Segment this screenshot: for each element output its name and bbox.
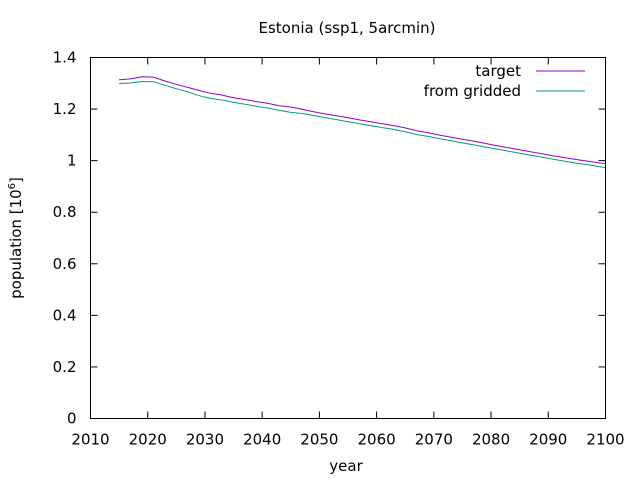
x-tick-label: 2100 <box>586 431 624 449</box>
y-tick-label: 0.6 <box>53 255 77 273</box>
plot-frame <box>90 57 606 419</box>
x-tick-label: 2010 <box>71 431 109 449</box>
legend: target from gridded <box>424 62 585 100</box>
series-line-1 <box>119 80 606 169</box>
series-line-0 <box>119 76 606 164</box>
x-axis-label: year <box>329 457 363 475</box>
y-tick-label: 1.2 <box>53 100 77 118</box>
y-tick-label: 1.4 <box>53 49 77 67</box>
x-tick-label: 2040 <box>243 431 281 449</box>
x-tick-label: 2060 <box>358 431 396 449</box>
chart-title: Estonia (ssp1, 5arcmin) <box>258 19 435 37</box>
y-tick-label: 0 <box>67 410 77 428</box>
y-tick-label: 0.2 <box>53 358 77 376</box>
x-tick-label: 2030 <box>186 431 224 449</box>
legend-label: from gridded <box>424 82 521 100</box>
x-tick-label: 2050 <box>300 431 338 449</box>
y-axis-label-suffix: ] <box>7 177 25 183</box>
y-axis-label-exponent: 6 <box>7 183 18 189</box>
x-tick-label: 2020 <box>129 431 167 449</box>
y-tick-label: 1 <box>67 152 77 170</box>
y-axis-label: population [106] <box>7 177 25 299</box>
legend-label: target <box>475 62 521 80</box>
y-tick-label: 0.4 <box>53 306 77 324</box>
series-lines <box>119 76 606 169</box>
y-axis-label-base: population [10 <box>7 189 25 299</box>
x-tick-label: 2090 <box>529 431 567 449</box>
x-tick-label: 2080 <box>472 431 510 449</box>
x-tick-label: 2070 <box>415 431 453 449</box>
axis-ticks: 2010 2020 2030 2040 2050 2060 2070 2080 2090 2100… <box>53 49 625 449</box>
y-tick-label: 0.8 <box>53 203 77 221</box>
